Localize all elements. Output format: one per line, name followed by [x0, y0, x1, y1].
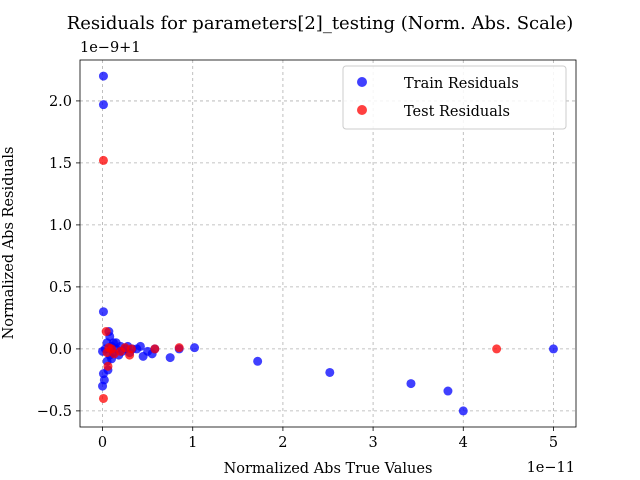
data-point — [98, 71, 108, 81]
data-point — [98, 155, 108, 165]
series-1 — [98, 155, 502, 403]
y-tick-label: 0.5 — [49, 280, 72, 296]
x-tick-label: 5 — [549, 435, 558, 451]
x-axis-offset-text: 1e−11 — [527, 460, 575, 476]
data-point — [165, 353, 175, 363]
x-tick-label: 0 — [98, 435, 107, 451]
y-tick-label: 1.0 — [49, 218, 72, 234]
data-point — [492, 344, 502, 354]
plot-area — [79, 59, 577, 428]
data-point — [443, 386, 453, 396]
y-tick-label: −0.5 — [37, 404, 72, 420]
data-point — [98, 393, 108, 403]
data-point — [174, 343, 184, 353]
y-tick-label: 1.5 — [49, 156, 72, 172]
y-tick-label: 2.0 — [49, 94, 72, 110]
x-tick-label: 4 — [459, 435, 468, 451]
x-tick-label: 1 — [188, 435, 197, 451]
data-point — [101, 327, 111, 337]
y-axis-offset-text: 1e−9+1 — [80, 40, 141, 56]
data-point — [98, 307, 108, 317]
y-axis-label: Normalized Abs Residuals — [1, 147, 17, 340]
legend-marker-test — [357, 105, 367, 115]
data-point — [253, 356, 263, 366]
data-point — [150, 344, 160, 354]
legend-label-test: Test Residuals — [404, 104, 510, 120]
y-tick-label: 0.0 — [49, 342, 72, 358]
data-point — [190, 343, 200, 353]
data-point — [548, 344, 558, 354]
x-axis-ticks: 0 1 2 3 4 5 — [98, 427, 558, 451]
data-point — [325, 367, 335, 377]
data-point — [458, 406, 468, 416]
data-point — [135, 341, 145, 351]
data-points — [98, 71, 558, 416]
legend-label-train: Train Residuals — [404, 76, 519, 92]
x-axis-label: Normalized Abs True Values — [224, 461, 433, 477]
legend-marker-train — [357, 77, 367, 87]
legend: Train Residuals Test Residuals — [342, 65, 567, 130]
x-tick-label: 2 — [278, 435, 287, 451]
data-point — [126, 344, 136, 354]
legend-box — [342, 65, 567, 130]
x-tick-label: 3 — [368, 435, 377, 451]
data-point — [406, 379, 416, 389]
data-point — [103, 361, 113, 371]
y-axis-ticks: −0.5 0.0 0.5 1.0 1.5 2.0 — [37, 94, 80, 420]
data-point — [98, 100, 108, 110]
chart-title: Residuals for parameters[2]_testing (Nor… — [67, 13, 574, 34]
